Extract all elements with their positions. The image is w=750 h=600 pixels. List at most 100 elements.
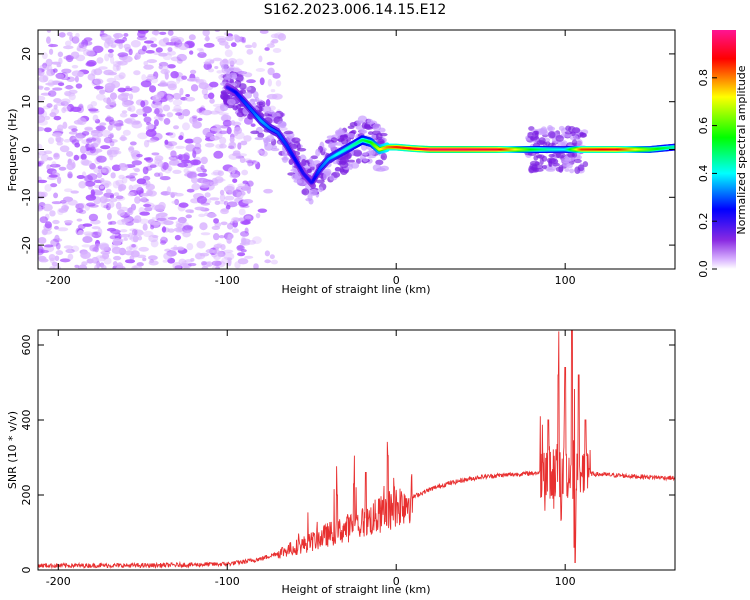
haze-blob [375, 159, 384, 166]
noise-blob [95, 125, 106, 131]
noise-blob [157, 217, 168, 225]
noise-blob [198, 82, 209, 90]
noise-blob [267, 78, 272, 87]
noise-blob [209, 59, 215, 64]
haze-blob [548, 158, 559, 165]
x-tick-label: -200 [46, 575, 71, 588]
noise-blob [112, 261, 118, 267]
noise-blob [184, 259, 193, 263]
noise-blob [241, 169, 249, 176]
noise-blob [172, 169, 182, 174]
noise-blob [155, 47, 163, 53]
noise-blob [278, 126, 288, 131]
noise-blob [142, 106, 152, 114]
noise-blob [122, 55, 133, 63]
noise-blob [176, 53, 188, 62]
noise-blob [239, 157, 246, 164]
noise-blob [88, 143, 98, 149]
colorbar-ticks: 0.0 0.2 0.4 0.6 0.8 [697, 69, 717, 278]
noise-blob [52, 87, 63, 91]
noise-blob [209, 197, 220, 201]
noise-blob [174, 234, 182, 241]
noise-blob [109, 132, 114, 139]
noise-blob [38, 126, 45, 132]
noise-blob [148, 234, 159, 243]
noise-blob [173, 125, 179, 130]
noise-blob [237, 183, 249, 188]
noise-blob [94, 264, 99, 269]
snr-y-ticks: 0 200 400 600 [20, 335, 675, 574]
noise-blob [133, 215, 142, 224]
noise-blob [48, 254, 56, 262]
noise-blob [71, 139, 80, 145]
noise-blob [55, 242, 61, 250]
noise-blob [231, 167, 236, 174]
noise-blob [145, 129, 157, 138]
noise-blob [48, 44, 59, 48]
noise-blob [252, 236, 262, 245]
noise-blob [42, 229, 53, 235]
noise-blob [142, 230, 154, 238]
noise-blob [245, 160, 256, 164]
noise-blob [45, 82, 56, 86]
noise-blob [115, 195, 124, 200]
noise-blob [184, 138, 195, 144]
noise-blob [224, 44, 231, 49]
haze-blob [555, 134, 564, 142]
noise-blob [181, 75, 188, 80]
noise-blob [113, 123, 124, 127]
noise-blob [232, 178, 238, 183]
noise-blob [76, 45, 81, 52]
noise-blob [133, 120, 141, 124]
noise-blob [68, 159, 75, 166]
haze-blob [564, 168, 570, 172]
noise-blob [65, 248, 75, 254]
haze-blob [272, 145, 278, 150]
noise-blob [92, 134, 99, 140]
noise-blob [58, 57, 63, 65]
noise-blob [185, 144, 196, 152]
noise-blob [128, 243, 138, 251]
noise-blob [52, 219, 60, 225]
ridge-core [672, 146, 675, 149]
haze-blob [367, 131, 374, 136]
noise-blob [142, 257, 147, 262]
noise-blob [173, 104, 182, 112]
noise-blob [115, 201, 122, 210]
noise-blob [45, 58, 53, 67]
noise-blob [106, 99, 116, 106]
noise-blob [217, 253, 225, 258]
colorbar-tick-label: 0.0 [697, 260, 710, 278]
noise-blob [176, 246, 185, 251]
y-tick-label: 20 [20, 47, 33, 61]
noise-blob [209, 81, 219, 88]
noise-blob [133, 70, 141, 76]
noise-blob [71, 64, 79, 69]
y-tick-label: 400 [20, 410, 33, 431]
noise-blob [90, 101, 98, 107]
noise-blob [230, 120, 236, 126]
noise-blob [84, 126, 93, 131]
noise-blob [226, 183, 235, 191]
noise-blob [64, 220, 73, 224]
haze-blob [220, 63, 229, 70]
noise-blob [153, 119, 159, 127]
noise-blob [106, 212, 112, 220]
noise-blob [139, 211, 150, 216]
noise-blob [175, 223, 183, 229]
noise-blob [201, 261, 211, 268]
ridge-core [294, 160, 298, 163]
haze-blob [257, 132, 265, 138]
noise-blob [125, 85, 131, 89]
noise-blob [270, 259, 279, 265]
noise-blob [146, 139, 157, 143]
noise-blob [59, 258, 71, 263]
noise-blob [50, 183, 58, 188]
noise-blob [228, 153, 239, 160]
ridge-core [313, 175, 318, 178]
noise-blob [251, 41, 257, 49]
haze-blob [576, 139, 583, 147]
noise-blob [201, 265, 209, 269]
noise-blob [172, 99, 183, 106]
